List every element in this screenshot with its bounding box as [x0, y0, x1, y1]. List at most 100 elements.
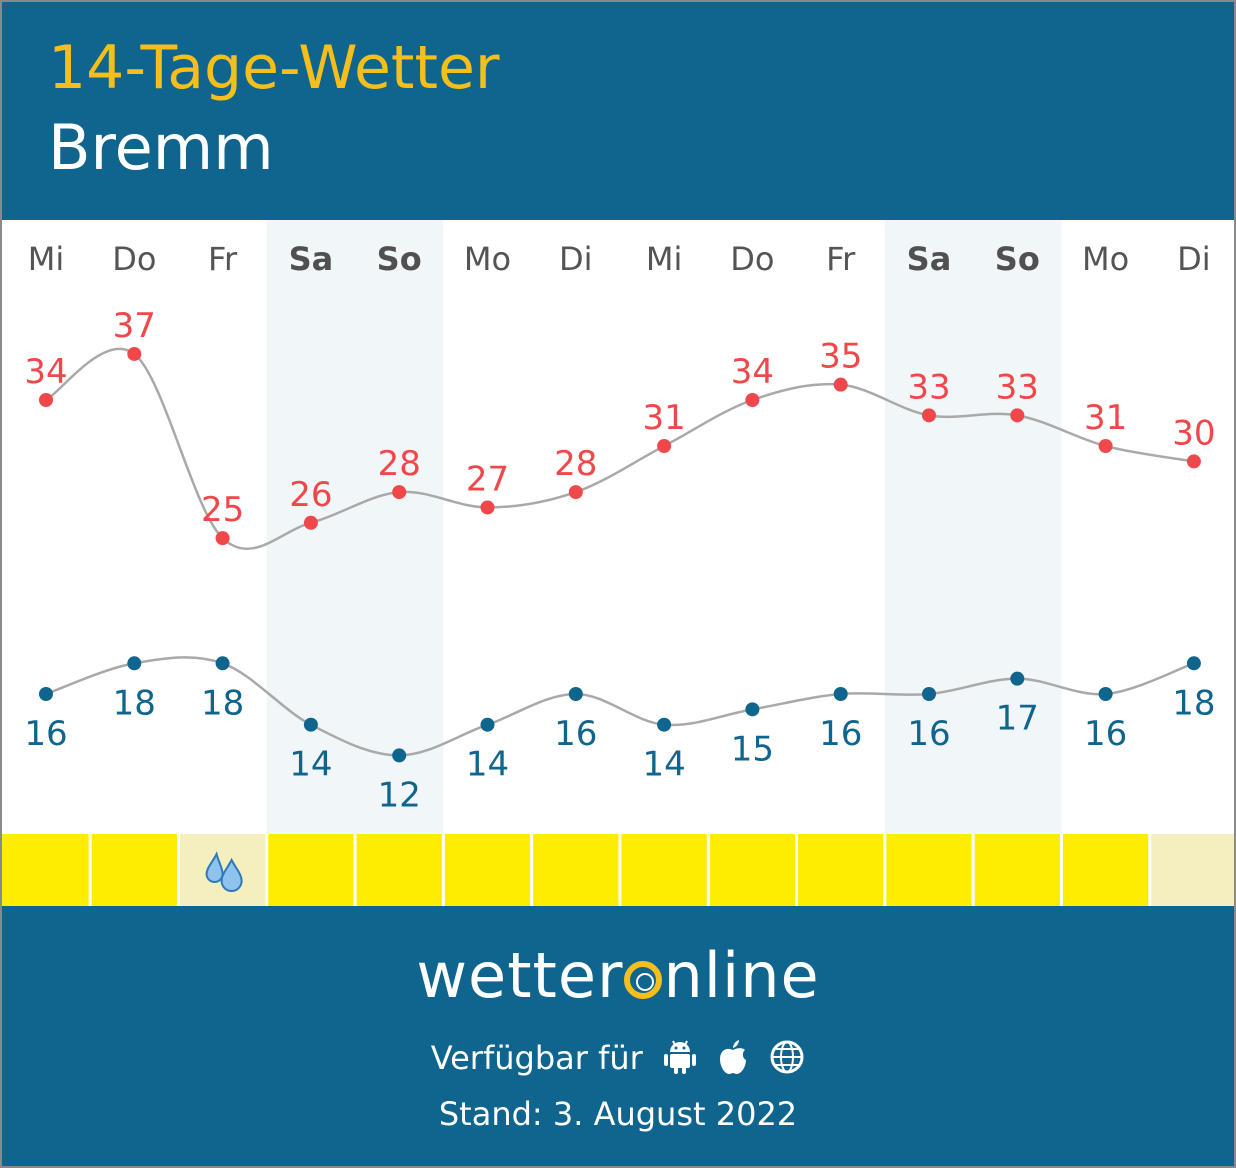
min-temp-label: 16: [554, 714, 597, 754]
min-temp-label: 15: [731, 729, 774, 769]
sunshine-cell: [620, 834, 708, 906]
min-temp-label: 18: [113, 683, 156, 723]
max-temp-label: 28: [378, 444, 421, 484]
last-updated: Stand: 3. August 2022: [2, 1092, 1234, 1136]
min-temp-point[interactable]: [392, 748, 406, 762]
max-temp-label: 30: [1172, 413, 1215, 453]
min-temp-label: 18: [1172, 683, 1215, 723]
max-temp-label: 37: [113, 306, 156, 346]
max-temp-label: 33: [996, 367, 1039, 407]
day-label: Mo: [464, 240, 511, 278]
min-temp-label: 16: [907, 714, 950, 754]
min-temp-point[interactable]: [657, 718, 671, 732]
max-temp-point[interactable]: [922, 408, 936, 422]
max-temp-label: 34: [731, 352, 774, 392]
sunshine-cell: [90, 834, 178, 906]
max-temp-point[interactable]: [657, 439, 671, 453]
day-label: Mo: [1082, 240, 1129, 278]
min-temp-label: 12: [378, 775, 421, 815]
max-temp-label: 26: [289, 475, 332, 515]
day-label: Do: [730, 240, 774, 278]
min-temp-point[interactable]: [922, 687, 936, 701]
max-temp-label: 25: [201, 490, 244, 530]
sunshine-cell: [1150, 834, 1234, 906]
sunshine-cell: [708, 834, 796, 906]
sunshine-cell: [443, 834, 531, 906]
min-temp-point[interactable]: [1099, 687, 1113, 701]
min-temp-point[interactable]: [1187, 656, 1201, 670]
day-label: So: [377, 240, 422, 278]
sunshine-cell: [885, 834, 973, 906]
min-temp-label: 14: [289, 745, 332, 785]
min-temp-point[interactable]: [745, 702, 759, 716]
logo-text-part1: wetter: [416, 939, 623, 1012]
wetteronline-logo[interactable]: wetter nline: [2, 940, 1234, 1012]
min-temp-point[interactable]: [834, 687, 848, 701]
weekend-column: [355, 220, 443, 834]
min-temp-label: 14: [642, 745, 685, 785]
page-title: 14-Tage-Wetter: [48, 32, 500, 104]
min-temp-point[interactable]: [304, 718, 318, 732]
max-temp-point[interactable]: [392, 485, 406, 499]
max-temp-point[interactable]: [39, 393, 53, 407]
sunshine-cell: [2, 834, 90, 906]
max-temp-point[interactable]: [127, 347, 141, 361]
logo-text-part2: nline: [663, 939, 819, 1012]
sunshine-cell: [797, 834, 885, 906]
sunshine-cell: [532, 834, 620, 906]
min-temp-point[interactable]: [569, 687, 583, 701]
forecast-chart-area: Mi Do Fr Sa So Mo Di Mi Do Fr Sa So Mo Di 34 37 25 26 28 2…: [2, 220, 1234, 906]
android-icon[interactable]: [663, 1039, 697, 1075]
sunshine-cell: [355, 834, 443, 906]
day-label: Do: [112, 240, 156, 278]
day-label: Mi: [646, 240, 683, 278]
max-temp-point[interactable]: [1010, 408, 1024, 422]
max-temp-point[interactable]: [1187, 454, 1201, 468]
weekend-column: [973, 220, 1061, 834]
min-temp-point[interactable]: [1010, 672, 1024, 686]
min-temp-point[interactable]: [39, 687, 53, 701]
max-temp-label: 31: [642, 398, 685, 438]
max-temp-point[interactable]: [216, 531, 230, 545]
min-temp-label: 16: [819, 714, 862, 754]
min-temp-point[interactable]: [481, 718, 495, 732]
min-temp-point[interactable]: [216, 656, 230, 670]
day-label: Di: [1177, 240, 1211, 278]
available-label: Verfügbar für: [431, 1039, 643, 1077]
day-label: Di: [559, 240, 593, 278]
web-globe-icon[interactable]: [769, 1039, 805, 1075]
max-temp-label: 27: [466, 459, 509, 499]
min-temp-point[interactable]: [127, 656, 141, 670]
location-name: Bremm: [48, 112, 274, 184]
day-label: So: [995, 240, 1040, 278]
max-temp-point[interactable]: [481, 500, 495, 514]
max-temp-point[interactable]: [745, 393, 759, 407]
sunshine-cell: [267, 834, 355, 906]
max-temp-point[interactable]: [304, 516, 318, 530]
min-temp-label: 18: [201, 683, 244, 723]
day-label: Sa: [289, 240, 334, 278]
day-label: Fr: [208, 240, 238, 278]
max-temp-point[interactable]: [569, 485, 583, 499]
availability-row: Verfügbar für: [2, 1036, 1234, 1080]
day-label: Mi: [28, 240, 65, 278]
max-temp-label: 28: [554, 444, 597, 484]
min-temp-label: 17: [996, 699, 1039, 739]
max-temp-point[interactable]: [1099, 439, 1113, 453]
header: 14-Tage-Wetter Bremm: [2, 2, 1234, 218]
day-label: Fr: [826, 240, 856, 278]
max-temp-label: 35: [819, 337, 862, 377]
max-temp-label: 31: [1084, 398, 1127, 438]
globe-o-icon: [624, 961, 662, 999]
max-temp-label: 34: [24, 352, 67, 392]
min-temp-label: 14: [466, 745, 509, 785]
max-temp-point[interactable]: [834, 378, 848, 392]
sunshine-cell: [1061, 834, 1149, 906]
max-temp-label: 33: [907, 367, 950, 407]
sunshine-cell: [973, 834, 1061, 906]
apple-icon[interactable]: [717, 1039, 749, 1075]
min-temp-label: 16: [1084, 714, 1127, 754]
min-temp-label: 16: [24, 714, 67, 754]
day-label: Sa: [907, 240, 952, 278]
